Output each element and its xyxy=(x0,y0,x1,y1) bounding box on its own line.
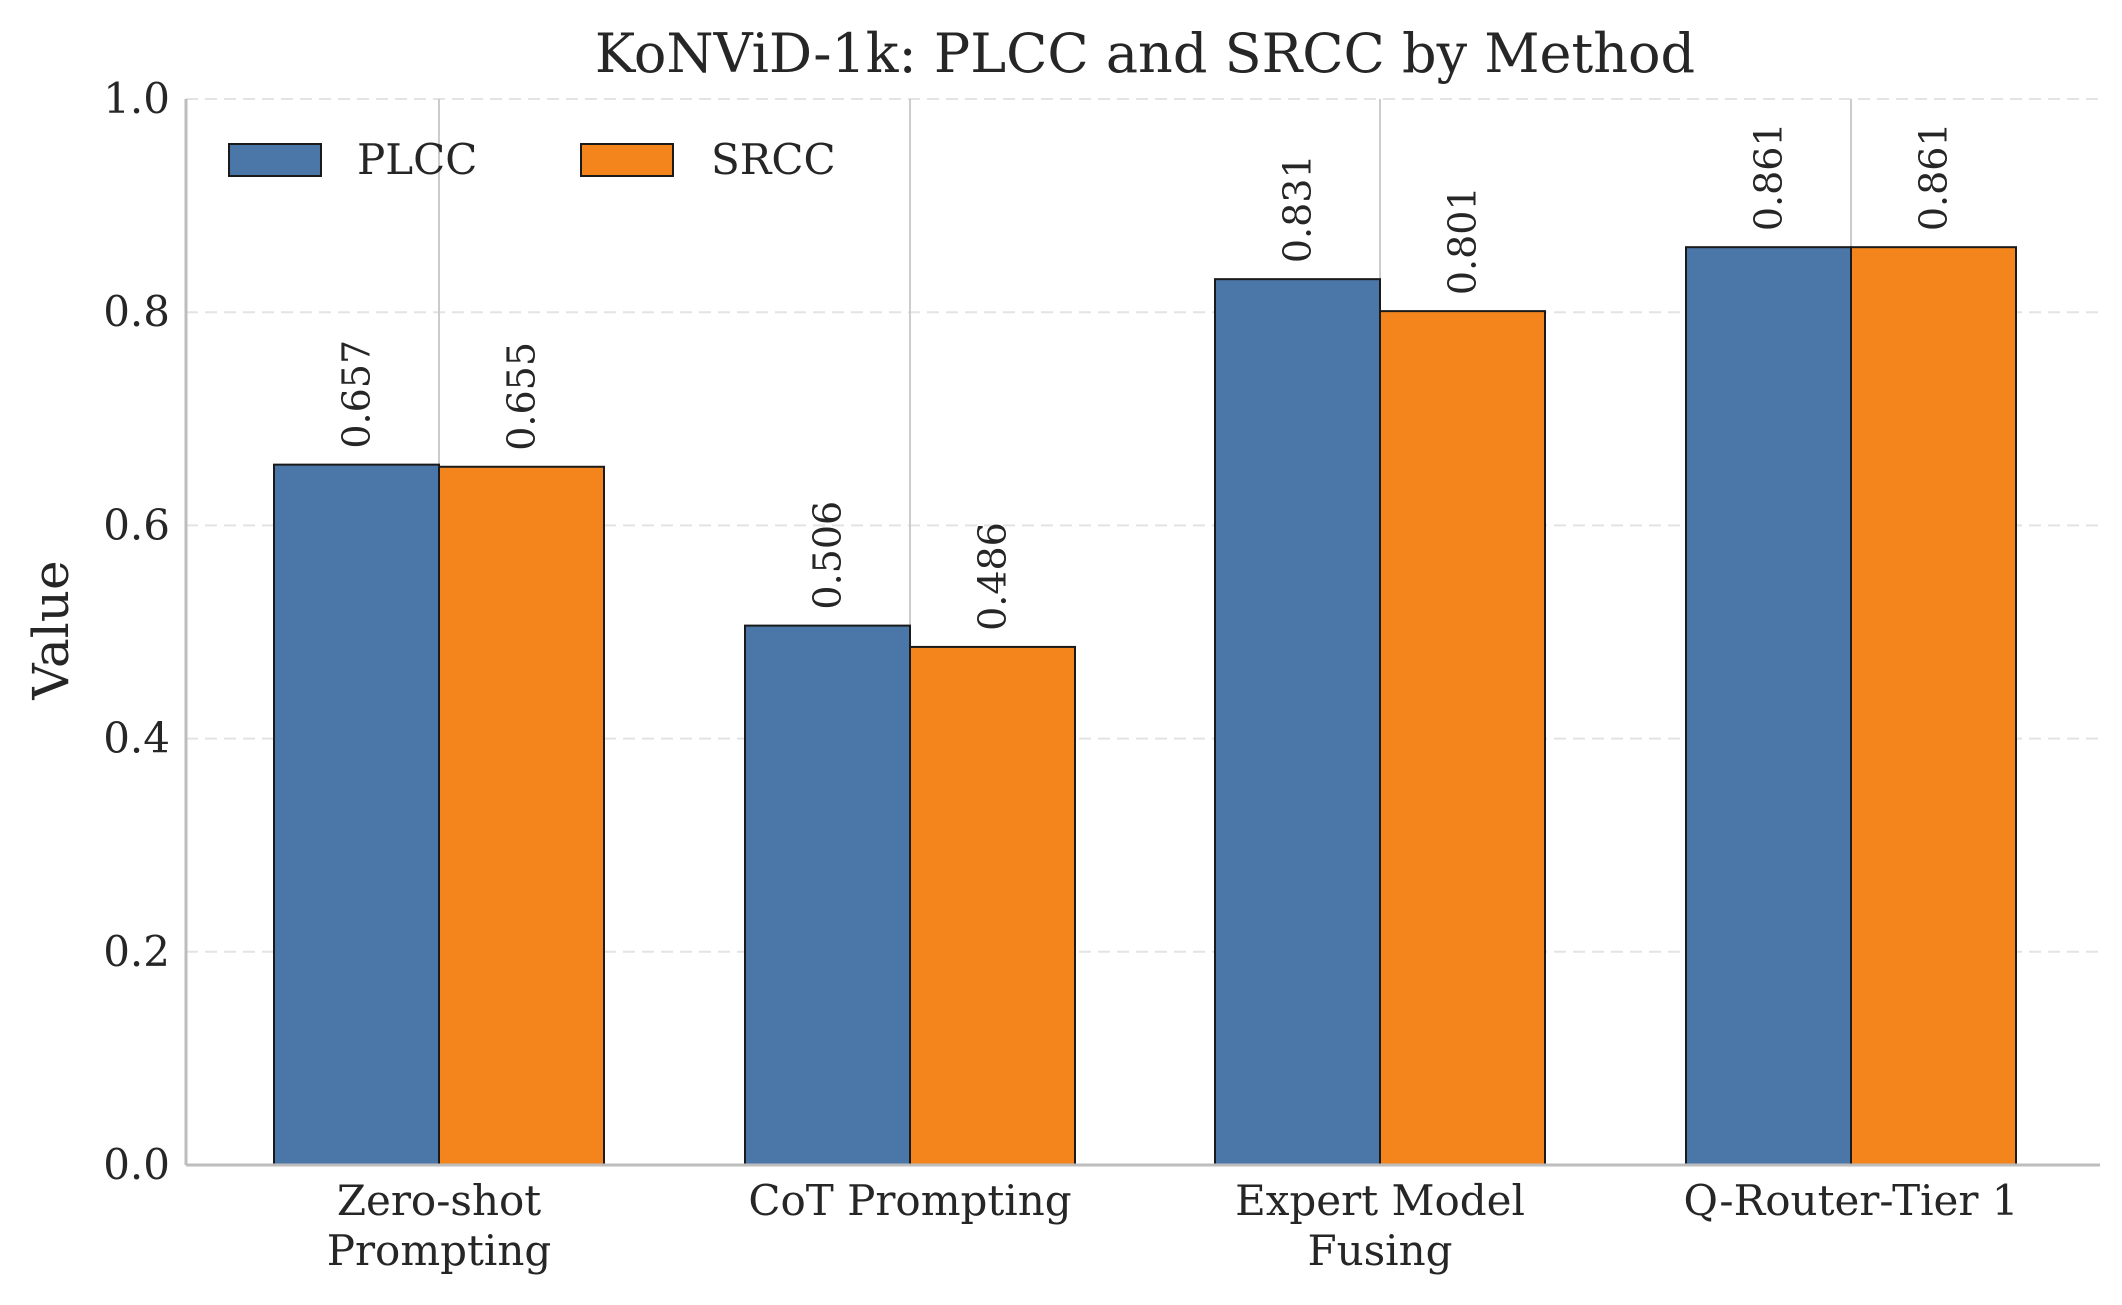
data-label-plcc: 0.861 xyxy=(1747,122,1791,231)
legend-swatch-srcc xyxy=(580,143,674,177)
x-tick-label-line: Zero-shot xyxy=(337,1176,541,1225)
x-tick-label-line: CoT Prompting xyxy=(748,1176,1071,1225)
x-tick-label-line: Prompting xyxy=(327,1226,552,1275)
x-tick-label-line: Q-Router-Tier 1 xyxy=(1683,1176,2018,1225)
chart-title: KoNViD-1k: PLCC and SRCC by Method xyxy=(595,22,1695,85)
bar-plcc xyxy=(1214,278,1381,1166)
labels-layer: 0.657 0.506 0.831 0.861 0.655 0.486 0.801 0.861 xyxy=(335,122,1956,631)
y-tick-label: 0.0 xyxy=(103,1140,170,1189)
y-tick-label: 0.8 xyxy=(103,287,170,336)
bar-srcc xyxy=(1850,246,2017,1166)
legend-label-srcc: SRCC xyxy=(711,135,836,184)
data-label-plcc: 0.831 xyxy=(1276,154,1320,263)
x-tick-label-line: Fusing xyxy=(1307,1226,1452,1275)
legend: PLCC SRCC xyxy=(228,135,836,184)
bar-srcc xyxy=(1379,310,1546,1167)
x-tick-label: Q-Router-Tier 1 xyxy=(1683,1176,2018,1225)
x-tick-label: Expert Model Fusing xyxy=(1235,1176,1525,1275)
bar-srcc xyxy=(438,465,605,1166)
legend-label-plcc: PLCC xyxy=(357,135,477,184)
y-axis-label: Value xyxy=(22,560,80,700)
legend-swatch-plcc xyxy=(228,143,322,177)
bar-plcc xyxy=(744,624,911,1166)
bar-plcc xyxy=(1685,246,1852,1166)
bar-plcc xyxy=(273,463,440,1166)
y-tick-label: 0.2 xyxy=(103,927,170,976)
data-label-srcc: 0.861 xyxy=(1912,122,1956,231)
x-tick-label-line: Expert Model xyxy=(1235,1176,1525,1225)
y-tick-label: 0.4 xyxy=(103,714,170,763)
axes-layer: 0.0 0.2 0.4 0.6 0.8 1.0 Zero-shot Prompting CoT … xyxy=(103,74,2100,1275)
data-label-plcc: 0.657 xyxy=(335,340,379,449)
x-tick-label: CoT Prompting xyxy=(748,1176,1071,1225)
data-label-srcc: 0.655 xyxy=(500,342,544,451)
data-label-srcc: 0.801 xyxy=(1441,186,1485,295)
y-tick-label: 1.0 xyxy=(103,74,170,123)
bar-srcc xyxy=(909,645,1076,1166)
y-tick-label: 0.6 xyxy=(103,500,170,549)
data-label-srcc: 0.486 xyxy=(971,522,1015,631)
x-tick-label: Zero-shot Prompting xyxy=(327,1176,552,1275)
data-label-plcc: 0.506 xyxy=(806,501,850,610)
